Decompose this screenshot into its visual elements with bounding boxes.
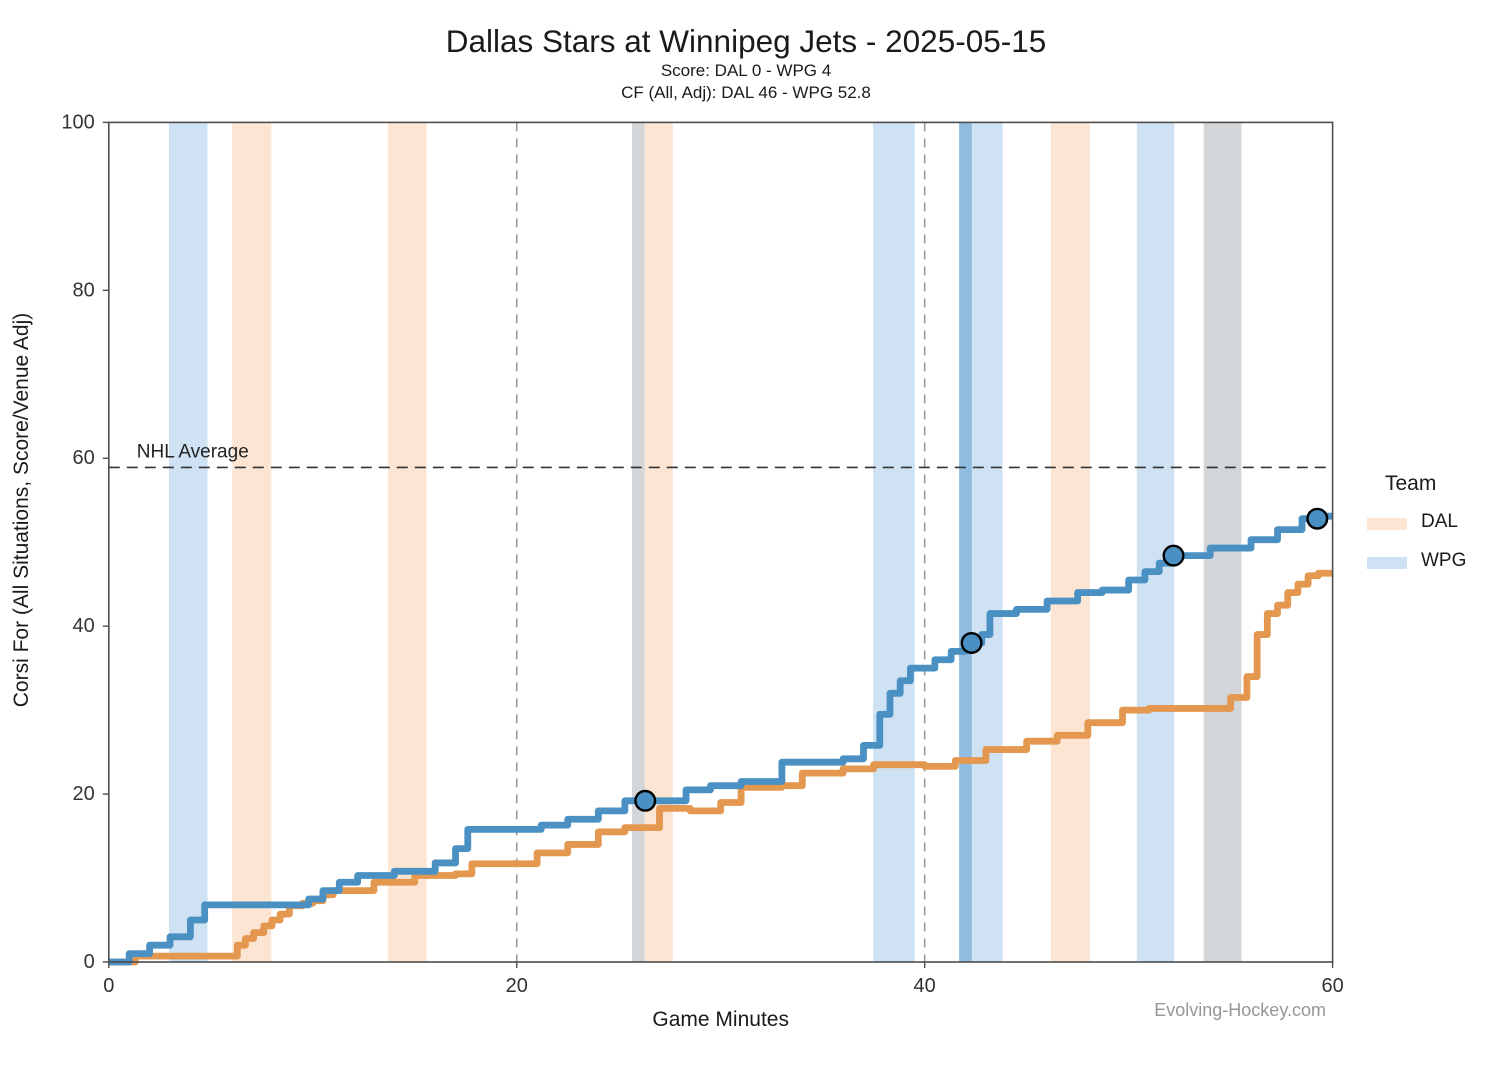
svg-text:20: 20 bbox=[506, 975, 528, 997]
svg-text:NHL Average: NHL Average bbox=[137, 441, 249, 462]
svg-text:40: 40 bbox=[73, 615, 95, 637]
svg-text:60: 60 bbox=[73, 447, 95, 469]
svg-text:60: 60 bbox=[1321, 975, 1343, 997]
svg-text:0: 0 bbox=[103, 975, 114, 997]
svg-text:100: 100 bbox=[61, 111, 94, 133]
svg-text:40: 40 bbox=[914, 975, 936, 997]
svg-text:20: 20 bbox=[73, 783, 95, 805]
svg-text:0: 0 bbox=[84, 951, 95, 973]
svg-text:80: 80 bbox=[73, 279, 95, 301]
